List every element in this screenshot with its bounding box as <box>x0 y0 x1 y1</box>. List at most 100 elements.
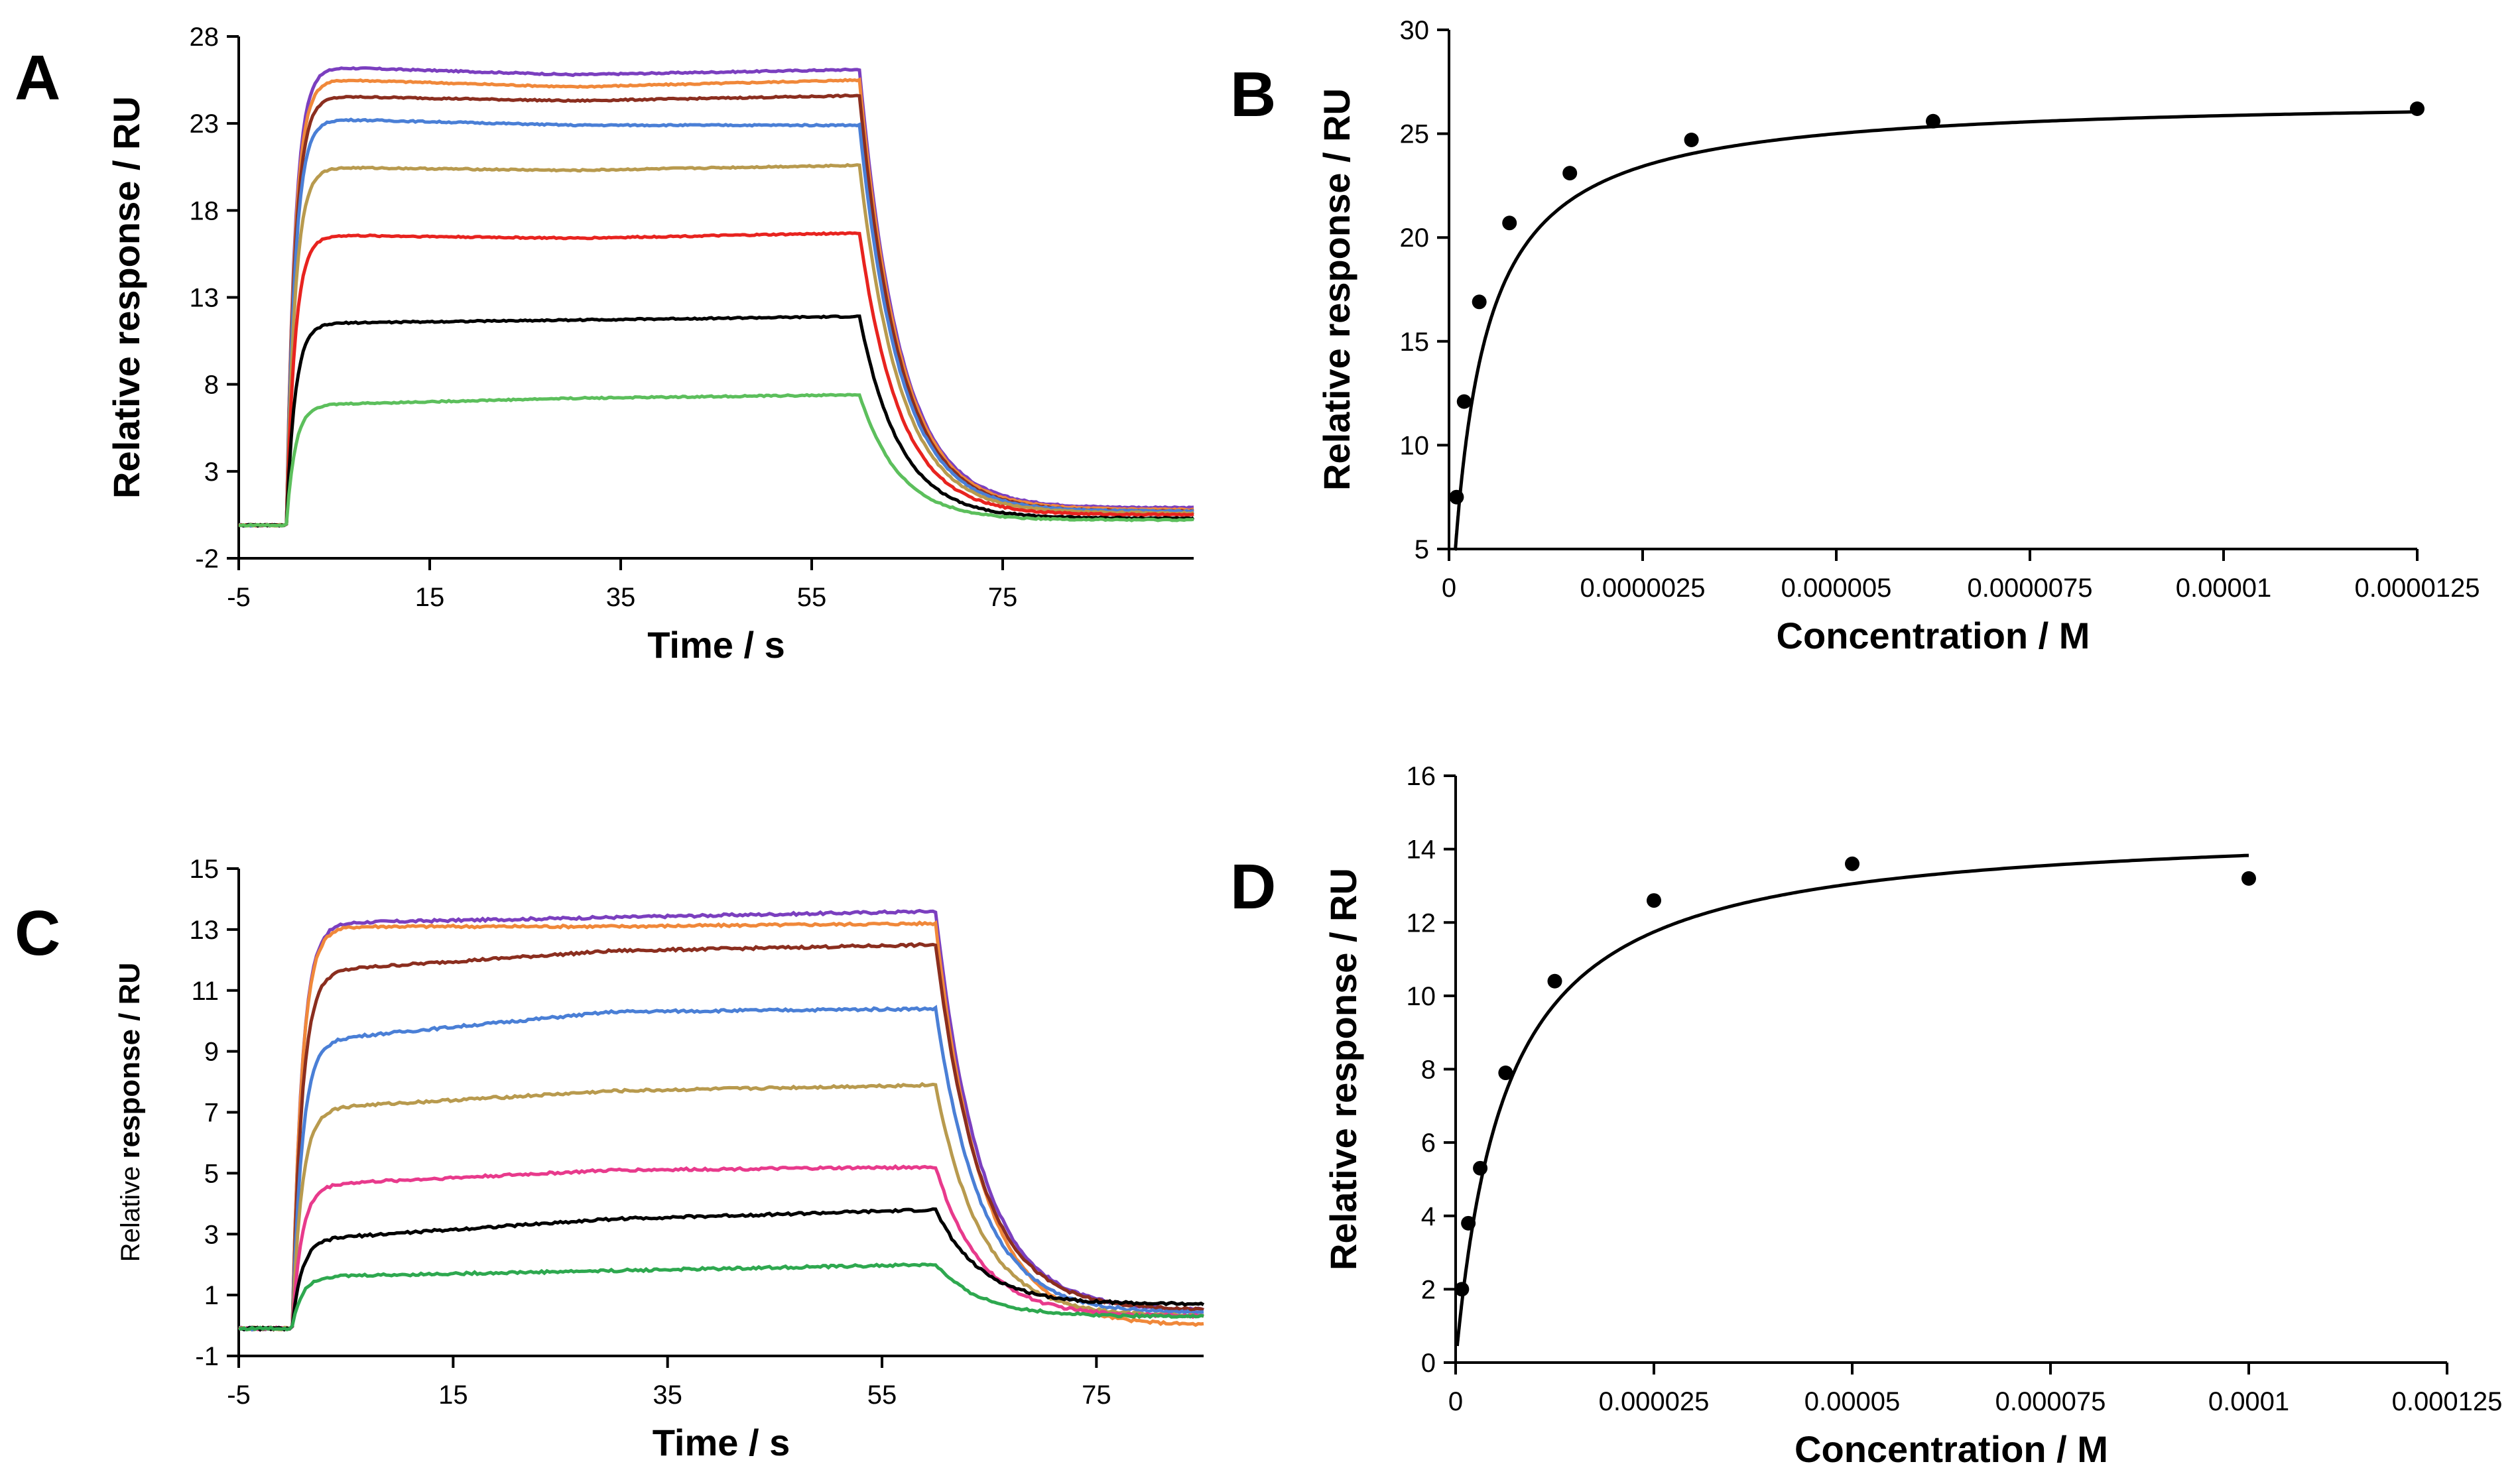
sensorgram-series-line <box>238 1005 1204 1332</box>
sensorgram-series-line <box>238 117 1194 528</box>
panel-letter-c: C <box>15 898 60 969</box>
x-axis-label: Time / s <box>653 1422 790 1463</box>
data-point <box>1684 132 1699 147</box>
x-tick-label: 0.0000025 <box>1580 574 1705 603</box>
y-tick-label: 5 <box>204 1159 219 1188</box>
y-tick-label: 9 <box>204 1038 219 1067</box>
y-tick-label: 13 <box>190 916 220 945</box>
sensorgram-series-line <box>238 942 1204 1332</box>
y-tick-label: 2 <box>1421 1275 1436 1304</box>
y-tick-label: 0 <box>1421 1349 1436 1378</box>
sensorgram-series-line <box>238 1207 1205 1332</box>
x-tick-label: -5 <box>227 583 251 612</box>
y-axis-label: Relative response / RU <box>105 96 147 499</box>
x-tick-label: 55 <box>797 583 827 612</box>
y-tick-label: 8 <box>1421 1056 1436 1085</box>
data-point <box>1845 856 1859 871</box>
data-point <box>1547 973 1562 989</box>
data-point <box>1473 1160 1488 1176</box>
data-point <box>1472 294 1487 310</box>
panel-letter-b: B <box>1230 59 1276 130</box>
chart-a-sensorgram: -2 3 8 13 18 23 28 -5 15 35 55 75 Time / s Relative r… <box>105 23 1195 666</box>
y-tick-label: 6 <box>1421 1129 1436 1158</box>
x-tick-label: 15 <box>415 583 445 612</box>
x-tick-label: 55 <box>867 1380 897 1410</box>
x-axis-label: Concentration / M <box>1795 1428 2108 1468</box>
y-tick-label: 15 <box>190 855 220 884</box>
sensorgram-series-line <box>238 908 1204 1331</box>
x-tick-label: 0.000005 <box>1781 574 1892 603</box>
x-tick-label: 0.000075 <box>1995 1387 2106 1416</box>
y-tick-label: 14 <box>1407 835 1436 865</box>
y-tick-label: 11 <box>191 977 219 1006</box>
data-point <box>1562 166 1578 181</box>
y-tick-label: 5 <box>1415 535 1429 564</box>
x-tick-label: -5 <box>227 1380 251 1410</box>
data-point <box>1461 1215 1476 1231</box>
sensorgram-series-line <box>238 393 1194 528</box>
data-point <box>2241 871 2256 886</box>
chart-d-binding-isotherm: 0 2 4 6 8 10 12 14 16 0 0.000025 0.00005 0.000075 0.0… <box>1322 762 2502 1468</box>
x-tick-label: 0.00005 <box>1804 1387 1901 1416</box>
data-point <box>1498 1066 1513 1081</box>
panel-letter-d: D <box>1230 851 1276 922</box>
x-tick-label: 0.00001 <box>2176 574 2272 603</box>
data-point <box>2410 101 2425 117</box>
y-tick-label: 30 <box>1400 16 1430 45</box>
chart-b-binding-isotherm: 5 10 15 20 25 30 0 0.0000025 0.000005 0.0000075 0.… <box>1316 16 2480 656</box>
x-tick-label: 0 <box>1442 574 1456 603</box>
y-tick-label: 18 <box>190 196 220 225</box>
y-axis-label: Relative response / RU <box>1316 88 1357 491</box>
y-tick-label: 7 <box>204 1099 219 1128</box>
y-tick-label: 10 <box>1400 431 1430 460</box>
x-tick-label: 0 <box>1448 1387 1463 1416</box>
y-tick-label: -2 <box>195 544 219 574</box>
y-tick-label: -1 <box>195 1342 219 1371</box>
y-tick-label: 12 <box>1407 908 1436 938</box>
data-point <box>1454 1282 1470 1297</box>
y-tick-label: 4 <box>1421 1202 1436 1231</box>
sensorgram-series-line <box>238 1262 1204 1331</box>
sensorgram-series-line <box>237 920 1204 1331</box>
sensorgram-series-line <box>238 1164 1204 1331</box>
y-tick-label: 23 <box>190 109 220 139</box>
y-tick-label: 20 <box>1400 223 1430 253</box>
y-tick-label: 28 <box>190 23 220 52</box>
x-tick-label: 15 <box>438 1380 468 1410</box>
sensorgram-series-line <box>238 314 1195 528</box>
y-tick-label: 1 <box>204 1281 219 1310</box>
sensorgram-series-line <box>238 93 1194 528</box>
x-axis-label: Time / s <box>647 624 785 666</box>
data-point <box>1502 215 1517 231</box>
x-tick-label: 0.000025 <box>1599 1387 1710 1416</box>
sensorgram-series-line <box>238 231 1194 528</box>
y-tick-label: 15 <box>1400 328 1430 357</box>
y-tick-label: 25 <box>1400 120 1430 149</box>
y-tick-label: 13 <box>190 284 220 313</box>
y-axis-label: Relative response / RU <box>1322 868 1364 1270</box>
x-tick-label: 35 <box>606 583 636 612</box>
fit-curve-line <box>1455 853 2249 1347</box>
sensorgram-series-line <box>238 77 1194 528</box>
x-tick-label: 0.000125 <box>2392 1387 2503 1416</box>
y-axis-label: Relative response / RU <box>113 963 146 1262</box>
panel-letter-a: A <box>15 42 60 113</box>
y-tick-label: 3 <box>204 1220 219 1249</box>
data-point <box>1449 489 1464 505</box>
x-tick-label: 0.0001 <box>2208 1387 2289 1416</box>
fit-curve-line <box>1454 110 2418 551</box>
data-point <box>1647 893 1661 908</box>
y-tick-label: 3 <box>204 458 219 487</box>
x-tick-label: 75 <box>1082 1380 1111 1410</box>
x-tick-label: 75 <box>988 583 1018 612</box>
x-tick-label: 35 <box>653 1380 682 1410</box>
data-point <box>1456 394 1472 409</box>
y-tick-label: 16 <box>1407 762 1436 791</box>
x-axis-label: Concentration / M <box>1777 615 2090 656</box>
sensorgram-series-line <box>239 66 1194 528</box>
data-point <box>1926 113 1940 129</box>
sensorgram-series-line <box>238 162 1195 528</box>
y-tick-label: 8 <box>204 371 219 400</box>
